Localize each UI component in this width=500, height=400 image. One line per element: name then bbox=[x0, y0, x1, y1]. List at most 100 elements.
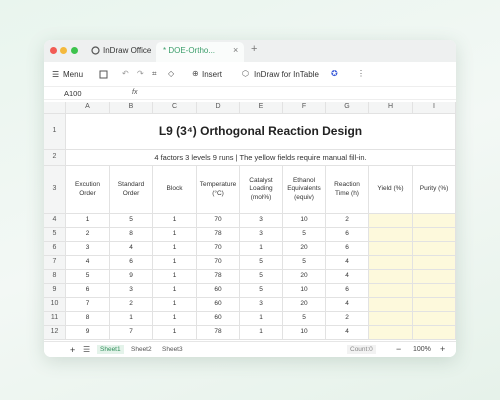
input-cell bbox=[369, 326, 413, 340]
document-tab[interactable]: * DOE-Ortho... × bbox=[156, 42, 244, 62]
data-cell: 1 bbox=[153, 298, 197, 312]
data-cell: 1 bbox=[153, 256, 197, 270]
row-header: 1 bbox=[44, 114, 66, 150]
sheet-tab[interactable]: Sheet3 bbox=[162, 346, 183, 353]
input-cell bbox=[413, 214, 456, 228]
header-cell: Ethanol Equivalents (equiv) bbox=[283, 166, 326, 214]
column-header: F bbox=[283, 102, 326, 114]
more-icon[interactable]: ⋮ bbox=[357, 69, 365, 78]
header-cell: Standard Order bbox=[110, 166, 153, 214]
data-cell: 4 bbox=[326, 270, 369, 284]
minimize-dot[interactable] bbox=[60, 47, 67, 54]
app-icon bbox=[91, 46, 100, 55]
data-cell: 7 bbox=[110, 326, 153, 340]
cell-reference[interactable]: A100 bbox=[64, 89, 82, 98]
data-cell: 6 bbox=[326, 242, 369, 256]
row-header: 2 bbox=[44, 150, 66, 166]
zoom-level: 100% bbox=[413, 346, 431, 353]
input-cell bbox=[413, 284, 456, 298]
undo-icon[interactable]: ↶ bbox=[122, 69, 129, 78]
plugin-icon[interactable]: ⬡ bbox=[242, 69, 249, 78]
input-cell bbox=[413, 256, 456, 270]
redo-icon[interactable]: ↷ bbox=[137, 69, 144, 78]
header-cell: Purity (%) bbox=[413, 166, 456, 214]
save-icon[interactable] bbox=[99, 70, 108, 79]
row-header: 6 bbox=[44, 242, 66, 256]
input-cell bbox=[413, 312, 456, 326]
data-cell: 5 bbox=[240, 256, 283, 270]
input-cell bbox=[369, 298, 413, 312]
column-header: E bbox=[240, 102, 283, 114]
row-header: 4 bbox=[44, 214, 66, 228]
menu-icon[interactable]: ☰ bbox=[52, 70, 60, 79]
sheet-tab[interactable]: Sheet2 bbox=[131, 346, 152, 353]
data-cell: 1 bbox=[153, 270, 197, 284]
input-cell bbox=[413, 228, 456, 242]
column-header: I bbox=[413, 102, 456, 114]
data-cell: 2 bbox=[66, 228, 110, 242]
data-cell: 5 bbox=[66, 270, 110, 284]
new-tab[interactable]: + bbox=[251, 43, 258, 55]
close-dot[interactable] bbox=[50, 47, 57, 54]
app-tab[interactable]: InDraw Office bbox=[103, 46, 152, 55]
data-cell: 5 bbox=[283, 228, 326, 242]
input-cell bbox=[369, 214, 413, 228]
data-cell: 10 bbox=[283, 214, 326, 228]
data-cell: 60 bbox=[197, 312, 240, 326]
add-sheet[interactable]: + bbox=[70, 345, 76, 355]
header-cell: Yield (%) bbox=[369, 166, 413, 214]
sheet-tab[interactable]: Sheet1 bbox=[97, 345, 124, 354]
data-cell: 10 bbox=[283, 284, 326, 298]
data-cell: 5 bbox=[283, 256, 326, 270]
data-cell: 6 bbox=[326, 228, 369, 242]
column-header: D bbox=[197, 102, 240, 114]
data-cell: 8 bbox=[66, 312, 110, 326]
column-header: B bbox=[110, 102, 153, 114]
row-header: 11 bbox=[44, 312, 66, 326]
input-cell bbox=[413, 326, 456, 340]
row-header: 7 bbox=[44, 256, 66, 270]
row-header: 10 bbox=[44, 298, 66, 312]
data-cell: 20 bbox=[283, 270, 326, 284]
data-cell: 5 bbox=[240, 284, 283, 298]
data-cell: 4 bbox=[326, 326, 369, 340]
plugin-button[interactable]: InDraw for InTable bbox=[254, 70, 319, 79]
input-cell bbox=[413, 270, 456, 284]
data-cell: 1 bbox=[153, 242, 197, 256]
menu-button[interactable]: Menu bbox=[63, 70, 84, 79]
data-cell: 3 bbox=[240, 214, 283, 228]
column-header: G bbox=[326, 102, 369, 114]
document-tab-title[interactable]: * DOE-Ortho... bbox=[163, 46, 216, 55]
sheet-list-icon[interactable]: ☰ bbox=[83, 345, 91, 354]
column-header: C bbox=[153, 102, 197, 114]
header-cell: Reaction Time (h) bbox=[326, 166, 369, 214]
row-header: 12 bbox=[44, 326, 66, 340]
insert-button[interactable]: Insert bbox=[202, 70, 223, 79]
maximize-dot[interactable] bbox=[71, 47, 78, 54]
data-cell: 2 bbox=[110, 298, 153, 312]
data-cell: 4 bbox=[326, 298, 369, 312]
data-cell: 78 bbox=[197, 270, 240, 284]
zoom-in[interactable]: + bbox=[440, 344, 446, 354]
extension-icon[interactable]: ✪ bbox=[331, 69, 338, 78]
input-cell bbox=[369, 312, 413, 326]
column-header: H bbox=[369, 102, 413, 114]
input-cell bbox=[369, 284, 413, 298]
data-cell: 70 bbox=[197, 256, 240, 270]
zoom-out[interactable]: − bbox=[396, 344, 402, 354]
column-header: A bbox=[66, 102, 110, 114]
clear-icon[interactable]: ◇ bbox=[168, 69, 175, 78]
insert-icon[interactable]: ⊕ bbox=[192, 69, 199, 78]
data-cell: 1 bbox=[240, 326, 283, 340]
data-cell: 1 bbox=[153, 228, 197, 242]
data-cell: 1 bbox=[110, 312, 153, 326]
tab-close[interactable]: × bbox=[233, 45, 239, 55]
data-cell: 4 bbox=[110, 242, 153, 256]
data-cell: 5 bbox=[283, 312, 326, 326]
toolbar: ☰ Menu ↶ ↷ ⌗ ◇ ⊕ Insert ⬡ InDraw for InT… bbox=[44, 64, 456, 84]
data-cell: 6 bbox=[326, 284, 369, 298]
data-cell: 3 bbox=[240, 298, 283, 312]
input-cell bbox=[369, 228, 413, 242]
format-icon[interactable]: ⌗ bbox=[152, 69, 157, 78]
sheet-subtitle: 4 factors 3 levels 9 runs | The yellow f… bbox=[66, 150, 456, 166]
